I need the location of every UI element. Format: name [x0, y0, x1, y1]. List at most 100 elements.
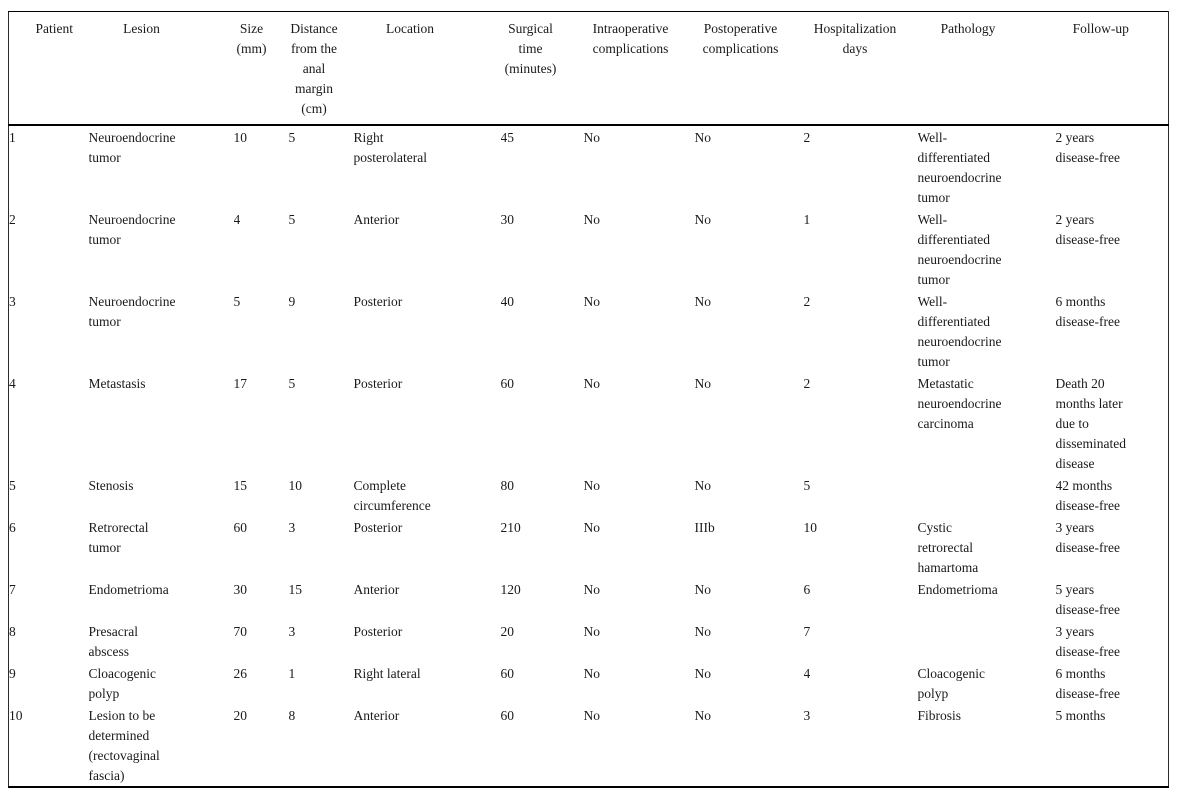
cell-location: Anterior: [353, 708, 400, 723]
cell-postoperative-complications: No: [694, 666, 712, 681]
cell-surgical-time: 60: [500, 376, 515, 391]
cell-postoperative-complications: No: [694, 212, 712, 227]
cell-lesion: Lesion to be determined (rectovaginal fa…: [88, 708, 160, 783]
cell-distance: 1: [288, 666, 296, 681]
cell-location: Posterior: [353, 520, 403, 535]
cell-lesion: Cloacogenic polyp: [88, 666, 156, 701]
cell-postoperative-complications: No: [694, 582, 712, 597]
cell-lesion: Metastasis: [88, 376, 146, 391]
cell-pathology: Cloacogenic polyp: [917, 666, 985, 701]
cell-lesion: Stenosis: [88, 478, 134, 493]
col-header-distance-from-anal-margin: Distance from the anal margin (cm): [288, 11, 354, 126]
header-row: Patient Lesion Size (mm) Distance from t…: [8, 11, 1169, 126]
cell-location: Posterior: [353, 294, 403, 309]
cell-distance: 10: [288, 478, 303, 493]
cell-patient: 5: [9, 478, 16, 493]
table-row: 10 Lesion to be determined (rectovaginal …: [9, 704, 1169, 787]
cell-intraoperative-complications: No: [583, 520, 601, 535]
cell-location: Posterior: [353, 624, 403, 639]
cell-size: 26: [233, 666, 248, 681]
col-header-size: Size (mm): [233, 11, 289, 126]
cell-intraoperative-complications: No: [583, 478, 601, 493]
cell-size: 10: [233, 130, 248, 145]
table-row: 6 Retrorectal tumor 60 3 Posterior 210 No IIIb 1…: [9, 516, 1169, 578]
cell-distance: 5: [288, 376, 296, 391]
cell-pathology: Well- differentiated neuroendocrine tumo…: [917, 212, 1002, 287]
cell-follow-up: 5 months: [1055, 708, 1106, 723]
cell-pathology: Well- differentiated neuroendocrine tumo…: [917, 294, 1002, 369]
col-header-intraoperative-complications: Intraoperative complications: [583, 11, 695, 126]
cell-location: Posterior: [353, 376, 403, 391]
cell-pathology: Cystic retrorectal hamartoma: [917, 520, 979, 575]
cell-surgical-time: 45: [500, 130, 515, 145]
cell-patient: 1: [9, 130, 16, 145]
cell-location: Complete circumference: [353, 478, 431, 513]
cell-intraoperative-complications: No: [583, 624, 601, 639]
cell-surgical-time: 30: [500, 212, 515, 227]
cell-intraoperative-complications: No: [583, 212, 601, 227]
cell-patient: 7: [9, 582, 16, 597]
cell-intraoperative-complications: No: [583, 130, 601, 145]
cell-surgical-time: 60: [500, 666, 515, 681]
cell-follow-up: Death 20 months later due to disseminate…: [1055, 376, 1127, 471]
cell-lesion: Presacral abscess: [88, 624, 138, 659]
cell-lesion: Neuroendocrine tumor: [88, 294, 176, 329]
cell-distance: 15: [288, 582, 303, 597]
cell-size: 4: [233, 212, 241, 227]
table-row: 9 Cloacogenic polyp 26 1 Right lateral 60 No No…: [9, 662, 1169, 704]
cell-follow-up: 2 years disease-free: [1055, 212, 1120, 247]
cell-location: Right posterolateral: [353, 130, 427, 165]
cell-intraoperative-complications: No: [583, 376, 601, 391]
cell-surgical-time: 120: [500, 582, 521, 597]
col-header-hospitalization-days: Hospitalization days: [803, 11, 918, 126]
table-row: 7 Endometrioma 30 15 Anterior 120 No No 6 Endomet…: [9, 578, 1169, 620]
col-header-surgical-time: Surgical time (minutes): [500, 11, 584, 126]
cell-surgical-time: 20: [500, 624, 515, 639]
cell-size: 70: [233, 624, 248, 639]
table-row: 8 Presacral abscess 70 3 Posterior 20 No No 7 3 y…: [9, 620, 1169, 662]
col-header-patient: Patient: [8, 11, 89, 126]
cell-distance: 9: [288, 294, 296, 309]
cell-pathology: Fibrosis: [917, 708, 962, 723]
col-header-postoperative-complications: Postoperative complications: [694, 11, 804, 126]
cell-postoperative-complications: No: [694, 376, 712, 391]
table-row: 1 Neuroendocrine tumor 10 5 Right posterolat…: [9, 125, 1169, 208]
cell-hospitalization-days: 2: [803, 294, 811, 309]
cell-intraoperative-complications: No: [583, 708, 601, 723]
cell-patient: 6: [9, 520, 16, 535]
table-row: 2 Neuroendocrine tumor 4 5 Anterior 30 No No 1 We…: [9, 208, 1169, 290]
cell-patient: 2: [9, 212, 16, 227]
cell-surgical-time: 40: [500, 294, 515, 309]
cell-postoperative-complications: No: [694, 624, 712, 639]
table-row: 3 Neuroendocrine tumor 5 9 Posterior 40 No No 2 W…: [9, 290, 1169, 372]
cell-hospitalization-days: 6: [803, 582, 811, 597]
cell-follow-up: 3 years disease-free: [1055, 624, 1120, 659]
cell-patient: 8: [9, 624, 16, 639]
cell-size: 60: [233, 520, 248, 535]
table-row: 5 Stenosis 15 10 Complete circumference 80 No N…: [9, 474, 1169, 516]
col-header-pathology: Pathology: [917, 11, 1056, 126]
cell-pathology: [918, 474, 1056, 516]
cell-lesion: Neuroendocrine tumor: [88, 130, 176, 165]
cell-surgical-time: 210: [500, 520, 521, 535]
cell-hospitalization-days: 2: [803, 130, 811, 145]
cell-size: 5: [233, 294, 241, 309]
cell-postoperative-complications: No: [694, 478, 712, 493]
cell-distance: 8: [288, 708, 296, 723]
table-row: 4 Metastasis 17 5 Posterior 60 No No 2 Metastatic…: [9, 372, 1169, 474]
cell-hospitalization-days: 1: [803, 212, 811, 227]
cell-patient: 9: [9, 666, 16, 681]
cell-location: Anterior: [353, 212, 400, 227]
cell-surgical-time: 80: [500, 478, 515, 493]
cell-distance: 5: [288, 130, 296, 145]
col-header-follow-up: Follow-up: [1055, 11, 1169, 126]
cell-size: 17: [233, 376, 248, 391]
cell-lesion: Neuroendocrine tumor: [88, 212, 176, 247]
cell-follow-up: 6 months disease-free: [1055, 294, 1120, 329]
patient-outcomes-table: Patient Lesion Size (mm) Distance from t…: [8, 11, 1169, 788]
cell-intraoperative-complications: No: [583, 582, 601, 597]
cell-intraoperative-complications: No: [583, 294, 601, 309]
cell-follow-up: 3 years disease-free: [1055, 520, 1120, 555]
cell-size: 20: [233, 708, 248, 723]
